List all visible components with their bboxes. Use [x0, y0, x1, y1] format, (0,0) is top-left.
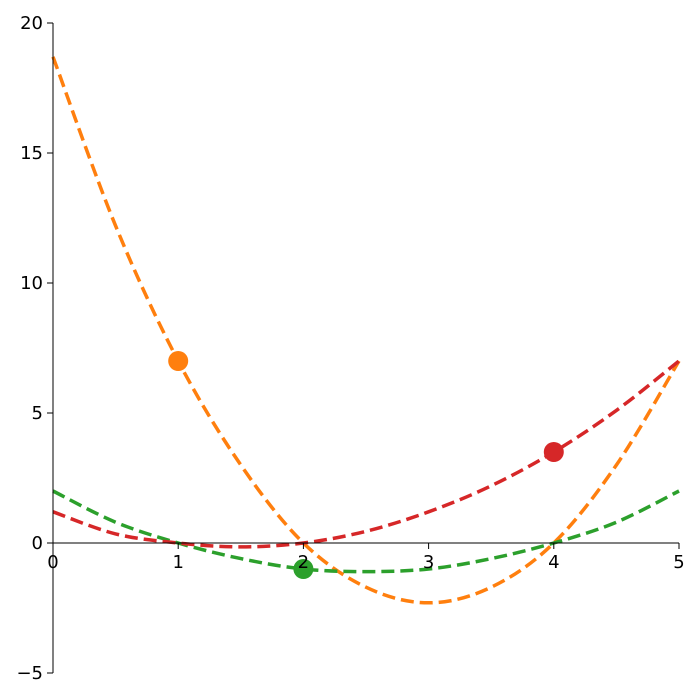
y-tick-label: 15 [20, 143, 43, 164]
series-line-1 [52, 489, 680, 574]
points-layer [168, 351, 564, 579]
x-ticks: 0 1 2 3 4 5 [47, 543, 685, 573]
x-tick-label: 0 [47, 552, 58, 573]
series-line-2 [52, 359, 681, 549]
data-point-2 [543, 442, 564, 462]
data-point-1 [293, 559, 314, 579]
x-tick-label: 1 [172, 552, 183, 573]
y-tick-label: 10 [20, 273, 43, 294]
x-tick-label: 3 [423, 552, 434, 573]
data-point-0 [168, 351, 189, 371]
x-tick-label: 4 [548, 552, 559, 573]
series-layer [51, 56, 681, 605]
y-tick-label: 5 [32, 403, 43, 424]
y-tick-label: 0 [32, 533, 43, 554]
y-tick-label: 20 [20, 13, 43, 34]
series-line-0 [51, 56, 681, 605]
y-tick-label: −5 [16, 663, 43, 684]
x-tick-label: 2 [298, 552, 309, 573]
y-ticks: −5 0 5 10 15 20 [16, 13, 53, 684]
x-tick-label: 5 [673, 552, 684, 573]
